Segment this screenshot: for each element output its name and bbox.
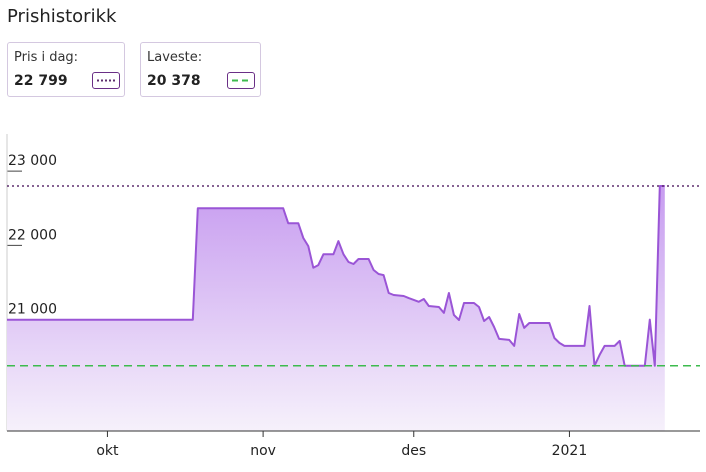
x-tick-label: 2021 xyxy=(552,443,588,459)
title: Prishistorikk xyxy=(7,6,117,27)
swatch xyxy=(92,72,120,89)
area xyxy=(7,186,665,431)
swatch-line xyxy=(97,79,115,82)
lowest-card: Laveste: 20 378 xyxy=(140,42,261,97)
card-value: 22 799 xyxy=(14,73,68,89)
y-tick-label: 23 000 xyxy=(8,153,57,169)
y-tick-label: 21 000 xyxy=(8,302,57,318)
card-value: 20 378 xyxy=(147,73,201,89)
price-today-card: Pris i dag: 22 799 xyxy=(7,42,125,97)
x-tick-label: des xyxy=(401,443,426,459)
x-tick-label: nov xyxy=(250,443,276,459)
y-tick-label: 22 000 xyxy=(8,227,57,243)
swatch-line xyxy=(232,79,250,82)
x-tick-label: okt xyxy=(96,443,119,459)
card-label: Laveste: xyxy=(147,50,203,65)
swatch xyxy=(227,72,255,89)
card-label: Pris i dag: xyxy=(14,50,79,65)
price-line xyxy=(7,185,665,367)
